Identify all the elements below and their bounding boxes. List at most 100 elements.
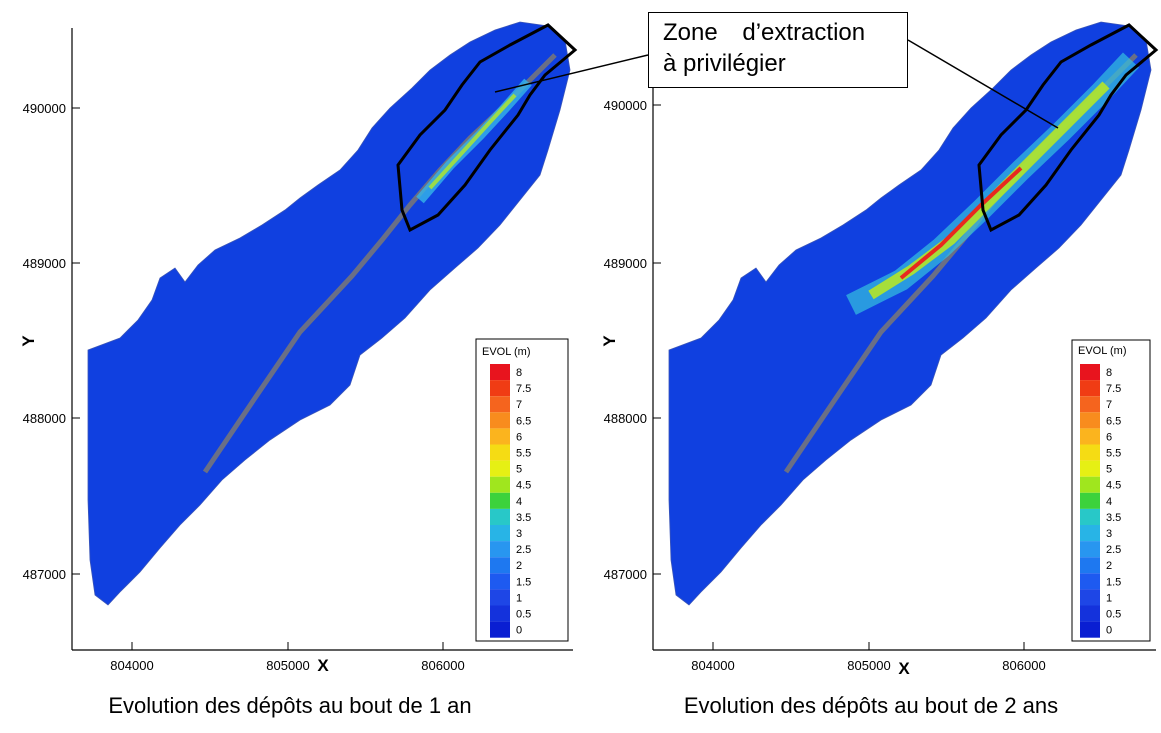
legend-swatch xyxy=(1080,557,1100,574)
legend-swatch xyxy=(490,573,510,590)
panel-caption: Evolution des dépôts au bout de 1 an xyxy=(108,693,472,718)
legend-swatch xyxy=(1080,412,1100,429)
legend-swatch xyxy=(1080,444,1100,461)
legend-swatch xyxy=(490,364,510,381)
panel-caption: Evolution des dépôts au bout de 2 ans xyxy=(683,693,1059,718)
callout-line-2: à privilégier xyxy=(663,50,786,77)
legend-swatch xyxy=(490,525,510,542)
legend-level-label: 3 xyxy=(516,528,522,540)
legend-level-label: 8 xyxy=(516,367,522,379)
legend-swatch xyxy=(1080,605,1100,622)
legend-level-label: 7.5 xyxy=(516,383,531,395)
legend-swatch xyxy=(1080,573,1100,590)
legend-swatch xyxy=(490,508,510,525)
legend-swatch xyxy=(1080,525,1100,542)
legend-level-label: 6.5 xyxy=(1106,415,1121,427)
legend-level-label: 1.5 xyxy=(1106,576,1121,588)
legend-swatch xyxy=(490,428,510,445)
legend-level-label: 7 xyxy=(1106,399,1112,411)
axis-ticks xyxy=(72,107,444,650)
legend-level-label: 6 xyxy=(1106,431,1112,443)
legend-level-label: 4 xyxy=(1106,496,1112,508)
legend-level-label: 5.5 xyxy=(516,448,531,460)
x-tick-label: 804000 xyxy=(691,658,734,673)
legend-swatch xyxy=(490,492,510,509)
legend-swatch xyxy=(490,621,510,638)
x-axis-label: X xyxy=(898,659,910,678)
color-legend: EVOL (m) 8 7.5 7 6.5 6 5.5 5 4.5 4 3.5 3 2.5 2 1.5 1 0.… xyxy=(475,338,569,642)
legend-level-label: 0.5 xyxy=(1106,609,1121,621)
legend-swatch xyxy=(1080,396,1100,413)
deposit-peak xyxy=(428,93,517,190)
legend-swatch xyxy=(490,396,510,413)
legend-swatch xyxy=(490,557,510,574)
y-tick-label: 490000 xyxy=(604,98,647,113)
legend-swatch xyxy=(1080,589,1100,606)
legend-level-label: 3.5 xyxy=(1106,512,1121,524)
y-tick-label: 489000 xyxy=(23,256,66,271)
legend-swatch xyxy=(490,605,510,622)
legend-title: EVOL (m) xyxy=(482,346,531,358)
legend-level-label: 1 xyxy=(1106,592,1112,604)
color-legend: EVOL (m) 8 7.5 7 6.5 6 5.5 5 4.5 4 3.5 3 2.5 2 1.5 1 0.… xyxy=(1071,339,1151,642)
map-panel-1an: 490000 489000 488000 487000 804000 80500… xyxy=(0,0,580,733)
legend-level-label: 0.5 xyxy=(516,609,531,621)
legend-level-label: 1 xyxy=(516,592,522,604)
legend-level-label: 3 xyxy=(1106,528,1112,540)
legend-level-label: 4.5 xyxy=(516,480,531,492)
legend-level-label: 6.5 xyxy=(516,415,531,427)
legend-swatch xyxy=(490,460,510,477)
legend-level-label: 2 xyxy=(1106,560,1112,572)
map-figure: 490000 489000 488000 487000 804000 80500… xyxy=(19,21,578,675)
legend-swatch xyxy=(1080,541,1100,558)
legend-level-label: 2.5 xyxy=(516,544,531,556)
x-tick-label: 804000 xyxy=(110,658,153,673)
legend-swatch xyxy=(490,444,510,461)
map-panel-2ans: 490000 489000 488000 487000 804000 80500… xyxy=(581,0,1161,733)
legend-level-label: 7 xyxy=(516,399,522,411)
y-axis-label: Y xyxy=(600,335,619,347)
legend-swatch xyxy=(1080,621,1100,638)
x-axis-label: X xyxy=(317,656,329,675)
legend-level-label: 0 xyxy=(1106,625,1112,637)
x-tick-label: 805000 xyxy=(847,658,890,673)
legend-level-label: 8 xyxy=(1106,367,1112,379)
legend-level-label: 3.5 xyxy=(516,512,531,524)
legend-title: EVOL (m) xyxy=(1078,345,1127,357)
callout-line-1: Zone d’extraction xyxy=(663,19,866,46)
legend-swatch xyxy=(1080,364,1100,381)
y-tick-label: 487000 xyxy=(23,567,66,582)
legend-level-label: 7.5 xyxy=(1106,383,1121,395)
legend-swatch xyxy=(1080,460,1100,477)
extraction-zone-callout: Zone d’extraction à privilégier xyxy=(648,12,908,88)
legend-level-label: 0 xyxy=(516,625,522,637)
x-tick-label: 805000 xyxy=(266,658,309,673)
legend-swatch xyxy=(1080,380,1100,397)
legend-level-label: 5.5 xyxy=(1106,448,1121,460)
y-tick-label: 488000 xyxy=(23,411,66,426)
map-figure: 490000 489000 488000 487000 804000 80500… xyxy=(600,21,1159,678)
axis-ticks xyxy=(653,104,1025,650)
y-tick-label: 489000 xyxy=(604,256,647,271)
legend-level-label: 2.5 xyxy=(1106,544,1121,556)
deposit-peak xyxy=(899,166,1023,280)
x-tick-label: 806000 xyxy=(421,658,464,673)
legend-swatch xyxy=(490,412,510,429)
legend-swatch xyxy=(1080,476,1100,493)
y-tick-label: 487000 xyxy=(604,567,647,582)
legend-swatch xyxy=(490,380,510,397)
legend-swatch xyxy=(490,589,510,606)
legend-level-label: 6 xyxy=(516,431,522,443)
legend-level-label: 2 xyxy=(516,560,522,572)
legend-swatch xyxy=(1080,428,1100,445)
legend-level-label: 5 xyxy=(1106,464,1112,476)
y-tick-label: 490000 xyxy=(23,101,66,116)
legend-swatch xyxy=(490,476,510,493)
legend-swatch xyxy=(1080,492,1100,509)
legend-swatch xyxy=(1080,508,1100,525)
legend-level-label: 1.5 xyxy=(516,576,531,588)
y-tick-label: 488000 xyxy=(604,411,647,426)
legend-swatch xyxy=(490,541,510,558)
legend-level-label: 4 xyxy=(516,496,522,508)
y-axis-label: Y xyxy=(19,335,38,347)
